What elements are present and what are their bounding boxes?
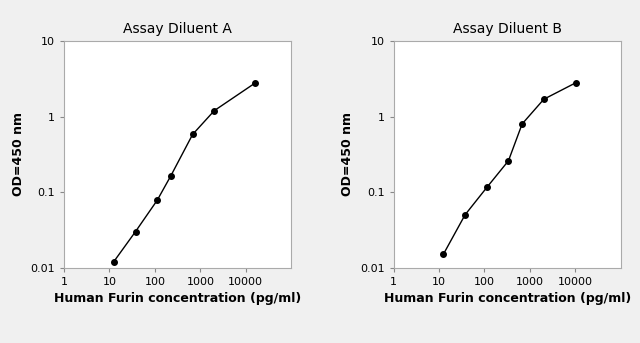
Y-axis label: OD=450 nm: OD=450 nm (12, 113, 25, 196)
Title: Assay Diluent B: Assay Diluent B (452, 22, 562, 36)
Y-axis label: OD=450 nm: OD=450 nm (341, 113, 355, 196)
X-axis label: Human Furin concentration (pg/ml): Human Furin concentration (pg/ml) (54, 292, 301, 305)
Title: Assay Diluent A: Assay Diluent A (123, 22, 232, 36)
X-axis label: Human Furin concentration (pg/ml): Human Furin concentration (pg/ml) (383, 292, 631, 305)
